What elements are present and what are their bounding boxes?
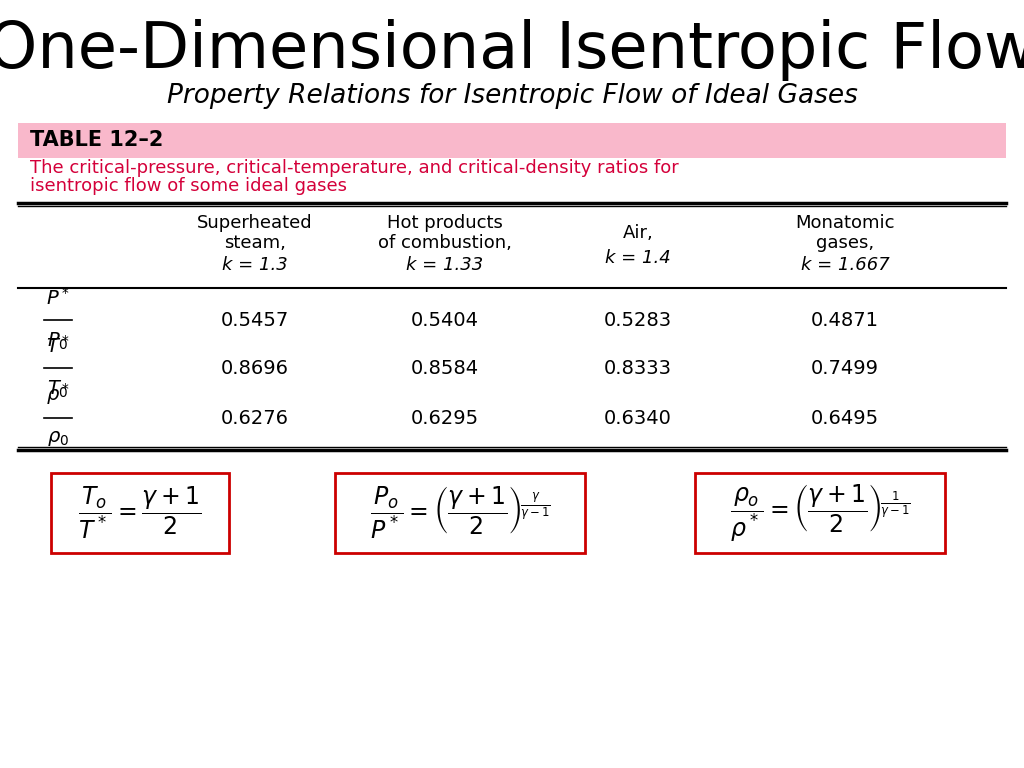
Text: 0.6295: 0.6295 xyxy=(411,409,479,428)
FancyBboxPatch shape xyxy=(695,473,945,553)
Text: The critical-pressure, critical-temperature, and critical-density ratios for: The critical-pressure, critical-temperat… xyxy=(30,159,679,177)
Text: $T_0$: $T_0$ xyxy=(47,379,69,400)
Text: steam,: steam, xyxy=(224,234,286,252)
Text: gases,: gases, xyxy=(816,234,874,252)
Text: 0.6340: 0.6340 xyxy=(604,409,672,428)
Text: 0.7499: 0.7499 xyxy=(811,359,879,378)
Text: TABLE 12–2: TABLE 12–2 xyxy=(30,131,164,151)
Text: k = 1.4: k = 1.4 xyxy=(605,249,671,267)
Text: 0.5404: 0.5404 xyxy=(411,310,479,329)
Text: Property Relations for Isentropic Flow of Ideal Gases: Property Relations for Isentropic Flow o… xyxy=(167,83,857,109)
Text: of combustion,: of combustion, xyxy=(378,234,512,252)
Text: 0.5283: 0.5283 xyxy=(604,310,672,329)
Text: 0.5457: 0.5457 xyxy=(221,310,289,329)
Text: 0.6276: 0.6276 xyxy=(221,409,289,428)
Text: k = 1.667: k = 1.667 xyxy=(801,256,890,274)
Text: isentropic flow of some ideal gases: isentropic flow of some ideal gases xyxy=(30,177,347,195)
Text: $P^*$: $P^*$ xyxy=(46,287,70,309)
Text: 0.8696: 0.8696 xyxy=(221,359,289,378)
Text: One-Dimensional Isentropic Flow: One-Dimensional Isentropic Flow xyxy=(0,19,1024,81)
Text: $\rho^*$: $\rho^*$ xyxy=(46,381,71,407)
FancyBboxPatch shape xyxy=(335,473,585,553)
Text: 0.8584: 0.8584 xyxy=(411,359,479,378)
Text: Air,: Air, xyxy=(623,224,653,242)
Text: $T^*$: $T^*$ xyxy=(46,335,70,357)
Text: 0.4871: 0.4871 xyxy=(811,310,879,329)
Text: Hot products: Hot products xyxy=(387,214,503,232)
Text: Monatomic: Monatomic xyxy=(796,214,895,232)
Text: k = 1.3: k = 1.3 xyxy=(222,256,288,274)
Text: 0.8333: 0.8333 xyxy=(604,359,672,378)
Text: $P_0$: $P_0$ xyxy=(47,331,69,353)
Text: $\dfrac{T_o}{T^*} = \dfrac{\gamma + 1}{2}$: $\dfrac{T_o}{T^*} = \dfrac{\gamma + 1}{2… xyxy=(78,485,202,541)
Text: Superheated: Superheated xyxy=(198,214,312,232)
Text: $\dfrac{P_o}{P^*} = \left(\dfrac{\gamma + 1}{2}\right)^{\!\frac{\gamma}{\gamma-1: $\dfrac{P_o}{P^*} = \left(\dfrac{\gamma … xyxy=(370,485,550,541)
Text: $\dfrac{\rho_o}{\rho^*} = \left(\dfrac{\gamma + 1}{2}\right)^{\!\frac{1}{\gamma-: $\dfrac{\rho_o}{\rho^*} = \left(\dfrac{\… xyxy=(729,482,910,544)
FancyBboxPatch shape xyxy=(18,123,1006,158)
Text: 0.6495: 0.6495 xyxy=(811,409,879,428)
Text: $\rho_0$: $\rho_0$ xyxy=(47,429,69,448)
FancyBboxPatch shape xyxy=(51,473,229,553)
Text: k = 1.33: k = 1.33 xyxy=(407,256,483,274)
